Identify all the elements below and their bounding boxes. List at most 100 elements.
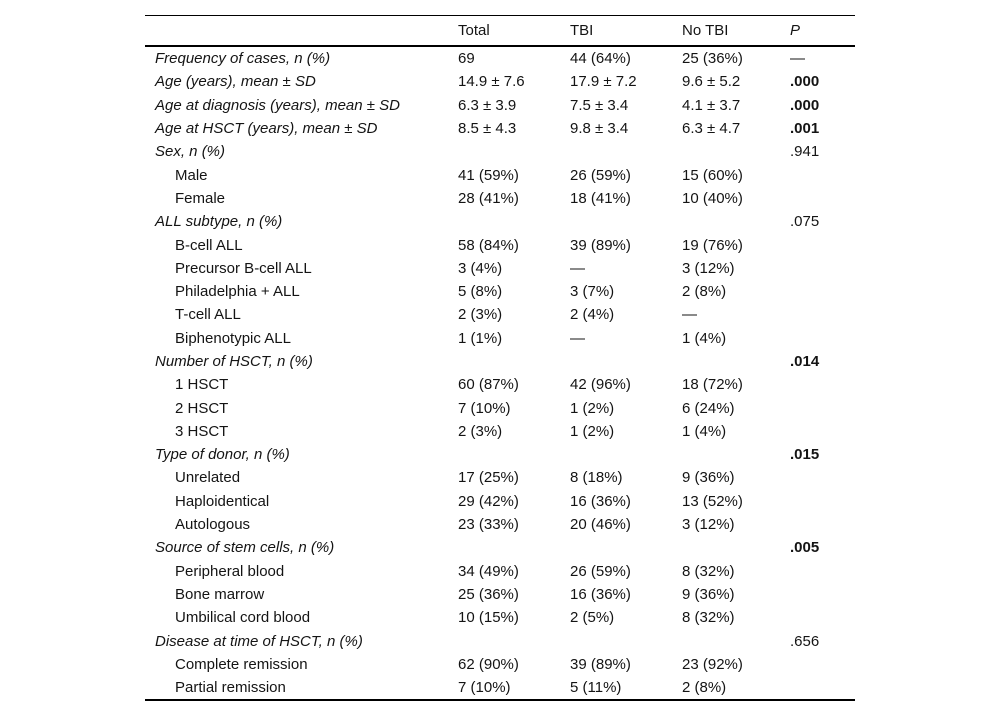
cell-total	[458, 210, 570, 233]
cell-total: 10 (15%)	[458, 609, 519, 627]
cell-label: Bone marrow	[175, 585, 265, 603]
cell-p	[790, 420, 855, 443]
cell-p	[790, 233, 855, 256]
cell-tbi: 9.8 ± 3.4	[570, 120, 629, 138]
table-row: Age (years), mean ± SD 14.9 ± 7.6 17.9 ± 7…	[145, 70, 855, 93]
cell-label: Male	[175, 166, 208, 184]
cell-total	[458, 629, 570, 652]
cell-total: 2 (3%)	[458, 422, 503, 440]
cell-no-tbi: 3 (12%)	[682, 516, 735, 534]
cell-label: B-cell ALL	[175, 236, 243, 254]
cell-p: .000	[790, 96, 820, 114]
cell-label: Type of donor, n (%)	[155, 446, 290, 464]
cell-tbi: 1 (2%)	[570, 399, 615, 417]
cell-p	[790, 466, 855, 489]
table-row: Disease at time of HSCT, n (%) .656	[145, 629, 855, 652]
cell-label: Partial remission	[175, 679, 286, 697]
table-row: Type of donor, n (%) .015	[145, 443, 855, 466]
cell-label: Complete remission	[175, 655, 308, 673]
cell-label: Umbilical cord blood	[175, 609, 311, 627]
table-row: Haploidentical 29 (42%) 16 (36%) 13 (52%)	[145, 490, 855, 513]
cell-tbi: 16 (36%)	[570, 492, 631, 510]
cell-tbi: 7.5 ± 3.4	[570, 96, 629, 114]
table-row: Age at HSCT (years), mean ± SD 8.5 ± 4.3 9…	[145, 117, 855, 140]
cell-tbi: 5 (11%)	[570, 679, 622, 697]
cell-label: Sex, n (%)	[155, 143, 226, 161]
cell-tbi	[570, 210, 682, 233]
table-row: Umbilical cord blood 10 (15%) 2 (5%) 8 (32%…	[145, 606, 855, 629]
cell-tbi: 42 (96%)	[570, 376, 631, 394]
cell-total: 8.5 ± 4.3	[458, 120, 517, 138]
cell-p	[790, 490, 855, 513]
header-row: Total TBI No TBI P	[145, 15, 855, 47]
cell-no-tbi	[682, 443, 790, 466]
cell-p: .941	[790, 143, 820, 161]
cell-tbi: 26 (59%)	[570, 562, 631, 580]
cell-total: 3 (4%)	[458, 259, 503, 277]
cell-tbi: 20 (46%)	[570, 516, 631, 534]
cell-no-tbi	[682, 140, 790, 163]
cell-total: 2 (3%)	[458, 306, 503, 324]
cell-total: 28 (41%)	[458, 189, 519, 207]
cell-p	[790, 163, 855, 186]
cell-no-tbi: 8 (32%)	[682, 562, 735, 580]
cell-label: 2 HSCT	[175, 399, 229, 417]
cell-p	[790, 327, 855, 350]
cell-total: 29 (42%)	[458, 492, 519, 510]
cell-total: 25 (36%)	[458, 585, 519, 603]
cell-p: .005	[790, 539, 820, 557]
table-row: ALL subtype, n (%) .075	[145, 210, 855, 233]
cell-p	[790, 373, 855, 396]
cell-p	[790, 187, 855, 210]
table-row: Female 28 (41%) 18 (41%) 10 (40%)	[145, 187, 855, 210]
table-row: 2 HSCT 7 (10%) 1 (2%) 6 (24%)	[145, 396, 855, 419]
cell-no-tbi: 13 (52%)	[682, 492, 743, 510]
table-body: Frequency of cases, n (%) 69 44 (64%) 25 (3…	[145, 46, 855, 700]
cell-label: Autologous	[175, 516, 251, 534]
cell-tbi: 3 (7%)	[570, 283, 615, 301]
cell-no-tbi: 6.3 ± 4.7	[682, 120, 741, 138]
cell-label: Biphenotypic ALL	[175, 329, 291, 347]
cell-p: —	[790, 50, 805, 68]
table-row: Male 41 (59%) 26 (59%) 15 (60%)	[145, 163, 855, 186]
cell-total: 14.9 ± 7.6	[458, 73, 525, 91]
cell-no-tbi: 9.6 ± 5.2	[682, 73, 741, 91]
table-row: Partial remission 7 (10%) 5 (11%) 2 (8%)	[145, 676, 855, 700]
cell-total: 41 (59%)	[458, 166, 519, 184]
cell-label: Age at diagnosis (years), mean ± SD	[155, 96, 401, 114]
cell-total	[458, 443, 570, 466]
header-p-value: P	[790, 15, 855, 47]
cell-label: Age (years), mean ± SD	[155, 73, 316, 91]
cell-tbi: —	[570, 259, 585, 277]
cell-tbi: 2 (5%)	[570, 609, 615, 627]
cell-label: Peripheral blood	[175, 562, 285, 580]
table-row: Source of stem cells, n (%) .005	[145, 536, 855, 559]
cell-no-tbi: 10 (40%)	[682, 189, 743, 207]
cell-total: 7 (10%)	[458, 679, 511, 697]
table-row: Philadelphia + ALL 5 (8%) 3 (7%) 2 (8%)	[145, 280, 855, 303]
cell-no-tbi: 3 (12%)	[682, 259, 735, 277]
cell-total: 60 (87%)	[458, 376, 519, 394]
cell-label: Unrelated	[175, 469, 241, 487]
cell-p	[790, 583, 855, 606]
header-no-tbi: No TBI	[682, 15, 790, 47]
cell-total: 69	[458, 50, 475, 68]
header-empty-cell	[145, 15, 458, 47]
cell-tbi: 39 (89%)	[570, 655, 631, 673]
table-row: Complete remission 62 (90%) 39 (89%) 23 (92…	[145, 653, 855, 676]
cell-label: 1 HSCT	[175, 376, 229, 394]
cell-tbi	[570, 443, 682, 466]
cell-p: .075	[790, 213, 820, 231]
cell-label: Number of HSCT, n (%)	[155, 353, 313, 370]
cell-label: Haploidentical	[175, 492, 270, 510]
cell-label: Age at HSCT (years), mean ± SD	[155, 120, 378, 138]
cell-total: 6.3 ± 3.9	[458, 96, 517, 114]
cell-no-tbi: 19 (76%)	[682, 236, 743, 254]
cell-label: Philadelphia + ALL	[175, 283, 300, 301]
table-row: Autologous 23 (33%) 20 (46%) 3 (12%)	[145, 513, 855, 536]
cell-p: .015	[790, 446, 820, 464]
table-row: Bone marrow 25 (36%) 16 (36%) 9 (36%)	[145, 583, 855, 606]
cell-no-tbi: —	[682, 306, 697, 324]
cell-total: 17 (25%)	[458, 469, 519, 487]
cell-p	[790, 396, 855, 419]
